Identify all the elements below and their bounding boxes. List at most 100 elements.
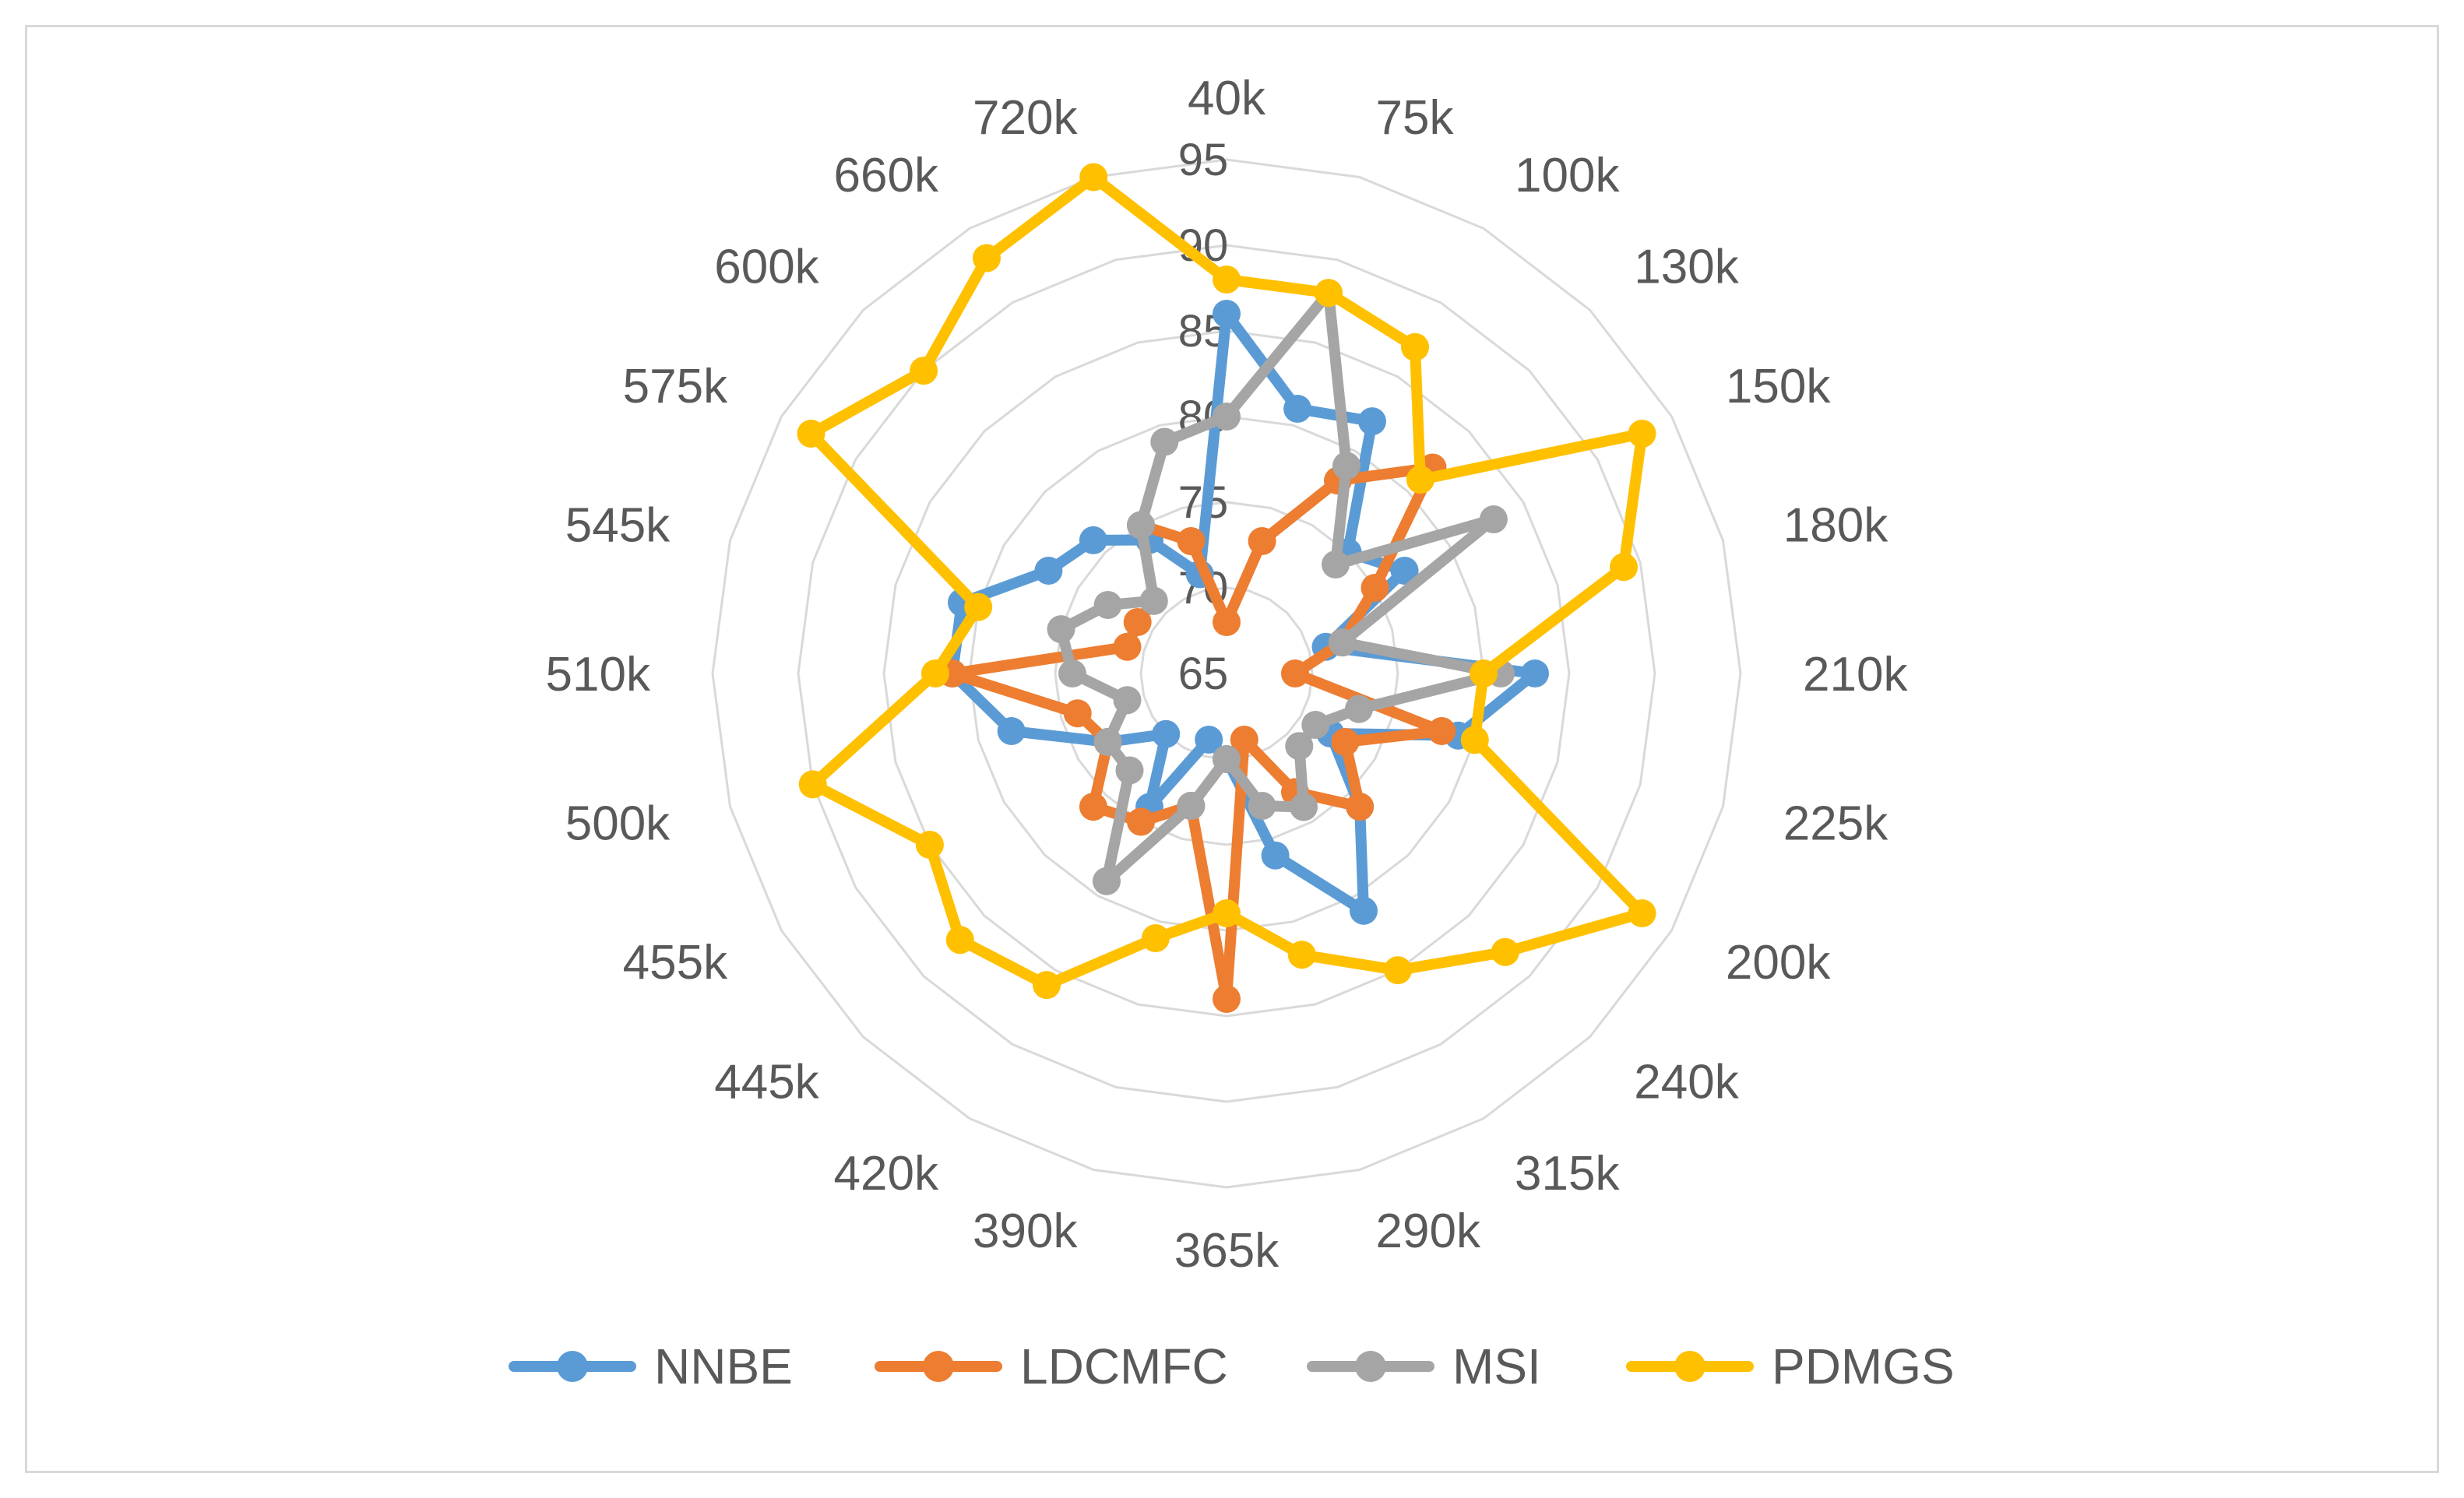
category-label: 720k xyxy=(973,91,1078,145)
data-point xyxy=(1093,591,1122,619)
data-point xyxy=(921,659,949,687)
category-label: 455k xyxy=(623,936,728,990)
category-label: 445k xyxy=(714,1055,819,1109)
data-point xyxy=(1127,807,1155,836)
data-point xyxy=(1152,719,1181,748)
legend-marker xyxy=(1674,1351,1705,1382)
category-label: 660k xyxy=(834,149,939,202)
data-point xyxy=(1360,574,1389,602)
data-point xyxy=(1123,608,1152,636)
data-point xyxy=(1384,956,1412,985)
data-point xyxy=(964,593,993,621)
data-point xyxy=(1177,792,1206,820)
legend-marker xyxy=(1355,1351,1386,1382)
data-point xyxy=(915,831,944,859)
data-point xyxy=(1213,403,1241,431)
data-point xyxy=(1346,793,1375,821)
category-label: 420k xyxy=(834,1147,939,1201)
category-labels: 40k 75k 100k 130k 150k 180k 210k 225k 200k 240k 31… xyxy=(546,72,1909,1278)
data-point xyxy=(1350,896,1378,925)
data-point xyxy=(1470,659,1498,687)
legend-marker xyxy=(557,1351,588,1382)
series-pdmgs xyxy=(797,163,1656,1000)
category-label: 290k xyxy=(1376,1204,1481,1258)
data-point xyxy=(1331,728,1360,756)
data-point xyxy=(1093,728,1122,756)
data-point xyxy=(1281,659,1309,687)
legend-label: PDMGS xyxy=(1772,1338,1955,1394)
data-point xyxy=(1079,163,1108,192)
data-series xyxy=(797,163,1656,1013)
data-point xyxy=(1213,265,1241,294)
category-label: 210k xyxy=(1803,648,1908,702)
data-point xyxy=(1287,941,1316,969)
legend-marker xyxy=(923,1351,954,1382)
data-point xyxy=(1058,659,1086,687)
data-point xyxy=(798,770,827,799)
data-point xyxy=(1213,300,1241,328)
data-point xyxy=(1390,557,1419,585)
data-point xyxy=(1285,732,1314,761)
data-point xyxy=(1141,924,1170,952)
category-label: 130k xyxy=(1634,241,1739,294)
data-point xyxy=(1113,632,1142,661)
category-label: 240k xyxy=(1634,1055,1739,1109)
legend-item-msi: MSI xyxy=(1307,1338,1541,1394)
category-label: 180k xyxy=(1783,499,1888,553)
data-point xyxy=(1283,395,1312,423)
data-point xyxy=(1115,756,1144,785)
data-point xyxy=(1315,279,1343,308)
legend-item-pdmgs: PDMGS xyxy=(1626,1338,1955,1394)
legend-item-nnbe: NNBE xyxy=(509,1338,793,1394)
series-msi xyxy=(1047,279,1515,895)
data-point xyxy=(1460,726,1489,754)
data-point xyxy=(997,717,1026,745)
data-point xyxy=(1047,615,1075,644)
category-label: 40k xyxy=(1188,72,1266,125)
data-point xyxy=(1113,686,1142,715)
data-point xyxy=(1358,407,1386,436)
data-point xyxy=(1406,466,1434,494)
legend: NNBE LDCMFC MSI PDMGS xyxy=(509,1338,1955,1394)
data-point xyxy=(973,244,1001,273)
data-point xyxy=(945,926,974,955)
legend-label: MSI xyxy=(1452,1338,1541,1394)
data-point xyxy=(1079,793,1107,821)
data-point xyxy=(1322,550,1350,578)
data-point xyxy=(1213,985,1241,1013)
grid-ring xyxy=(882,329,1571,1018)
data-point xyxy=(910,357,938,385)
category-label: 500k xyxy=(565,797,671,851)
data-point xyxy=(1427,717,1456,745)
data-point xyxy=(1401,332,1429,361)
data-point xyxy=(1195,726,1223,754)
data-point xyxy=(1521,659,1549,687)
category-label: 390k xyxy=(973,1204,1078,1258)
data-point xyxy=(1290,793,1318,821)
data-point xyxy=(797,420,825,448)
data-point xyxy=(1479,505,1508,533)
data-point xyxy=(1230,726,1258,754)
category-label: 225k xyxy=(1783,797,1888,851)
category-label: 315k xyxy=(1515,1147,1620,1201)
category-label: 545k xyxy=(565,499,671,553)
data-point xyxy=(1332,452,1360,480)
data-point xyxy=(1127,511,1155,540)
data-point xyxy=(1177,527,1206,555)
tick-label: 95 xyxy=(1178,135,1229,185)
data-point xyxy=(1345,694,1373,723)
legend-label: LDCMFC xyxy=(1020,1338,1228,1394)
data-point xyxy=(1301,711,1330,739)
category-label: 200k xyxy=(1726,936,1831,990)
grid-ring xyxy=(797,244,1656,1103)
category-label: 150k xyxy=(1726,360,1831,413)
tick-label: 65 xyxy=(1178,649,1229,699)
legend-label: NNBE xyxy=(654,1338,793,1394)
category-label: 510k xyxy=(546,648,651,702)
grid-ring xyxy=(711,158,1742,1189)
data-point xyxy=(1034,557,1063,585)
data-point xyxy=(1328,628,1357,657)
data-point xyxy=(1610,553,1638,582)
category-label: 100k xyxy=(1515,149,1620,202)
